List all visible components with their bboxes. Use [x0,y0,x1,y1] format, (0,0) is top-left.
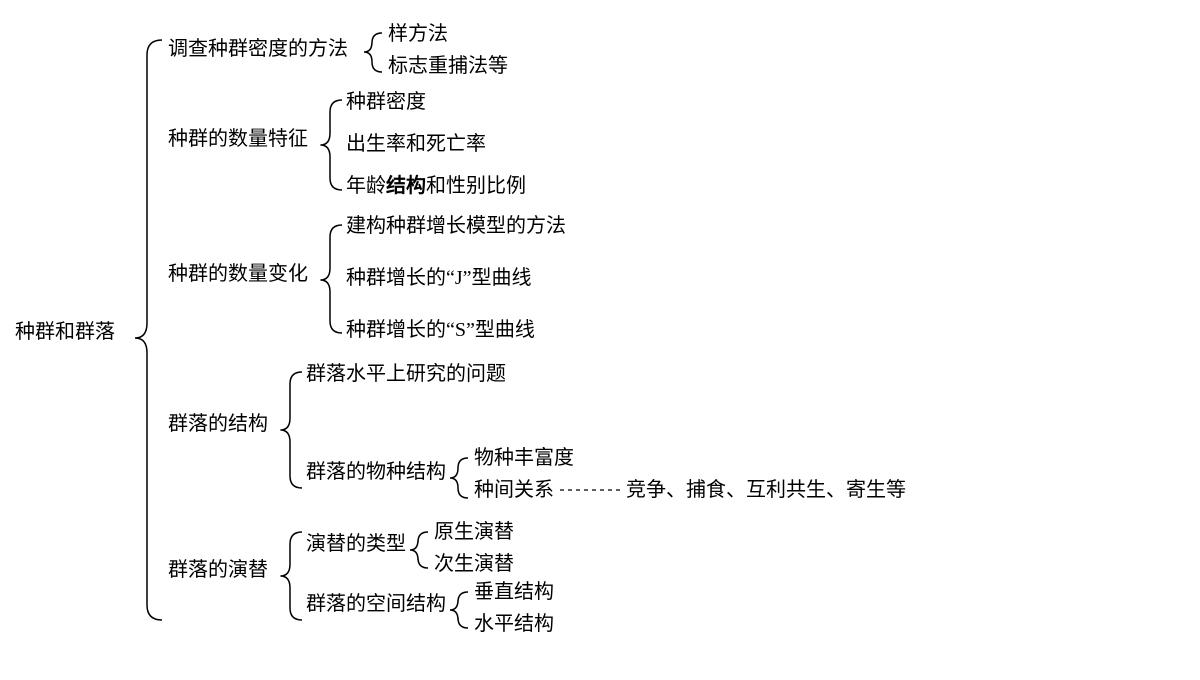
n5-a-brace [410,532,428,568]
n3-brace [320,225,342,333]
n3-c: 种群增长的“S”型曲线 [346,318,535,341]
n1-brace [364,33,382,72]
n2-b: 出生率和死亡率 [346,132,486,155]
n2-label: 种群的数量特征 [168,127,308,150]
n5-b-i: 垂直结构 [474,580,554,603]
n5-a-i: 原生演替 [434,520,514,543]
n2-c-suffix: 和性别比例 [426,174,526,197]
concept-map: 种群和群落 调查种群密度的方法 样方法 标志重捕法等 种群的数量特征 种群密度 … [0,0,1200,680]
n5-b-ii: 水平结构 [474,612,554,635]
n4-label: 群落的结构 [168,412,268,435]
n3-label: 种群的数量变化 [168,262,308,285]
n5-brace [280,532,302,620]
n5-b-brace [450,592,468,628]
n5-label: 群落的演替 [168,558,268,581]
n5-a-ii: 次生演替 [434,552,514,575]
root-label: 种群和群落 [15,320,115,343]
n4-b-i: 物种丰富度 [474,446,574,469]
n2-c: 年龄结构和性别比例 [346,173,526,197]
n3-a: 建构种群增长模型的方法 [346,214,566,237]
n1-label: 调查种群密度的方法 [168,37,348,60]
n2-a: 种群密度 [346,90,426,113]
n1-a: 样方法 [388,22,448,45]
n2-brace [320,100,342,190]
n5-b-label: 群落的空间结构 [306,592,446,615]
n1-b: 标志重捕法等 [388,54,508,77]
n2-c-bold: 结构 [386,173,426,197]
n4-b-label: 群落的物种结构 [306,460,446,483]
n4-b-brace [450,458,468,498]
n4-brace [280,372,302,488]
n3-b: 种群增长的“J”型曲线 [346,266,532,289]
n4-a: 群落水平上研究的问题 [306,362,506,385]
n5-a-label: 演替的类型 [306,532,406,555]
n4-b-ii: 种间关系 [474,478,554,501]
n2-c-prefix: 年龄 [346,174,386,197]
n4-b-ii-tail: 竞争、捕食、互利共生、寄生等 [626,478,906,501]
root-brace [135,40,162,620]
